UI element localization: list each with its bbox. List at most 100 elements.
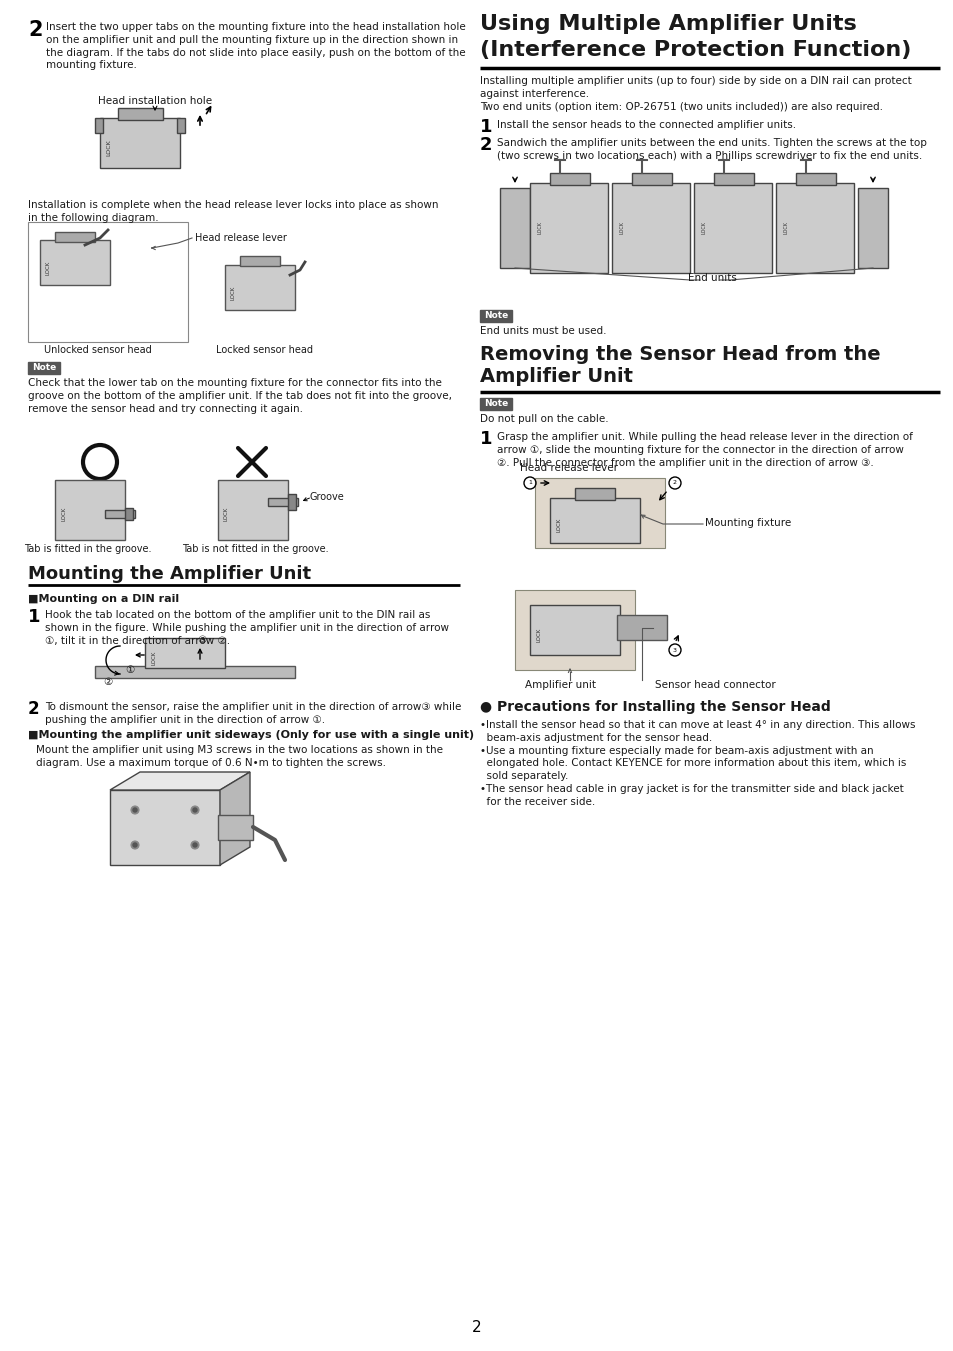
Text: Note: Note [483,400,508,408]
Text: Tab is not fitted in the groove.: Tab is not fitted in the groove. [181,544,328,554]
Text: ①: ① [125,665,134,676]
Text: 1: 1 [528,481,532,485]
Text: Installation is complete when the head release lever locks into place as shown
i: Installation is complete when the head r… [28,200,438,223]
Text: Locked sensor head: Locked sensor head [216,345,314,355]
Text: ②: ② [103,677,112,688]
Text: LOCK: LOCK [783,222,788,235]
Text: 1: 1 [28,608,40,626]
Circle shape [191,807,199,815]
Text: Groove: Groove [310,492,344,503]
Text: 2: 2 [28,700,40,717]
Text: Amplifier unit: Amplifier unit [524,680,596,690]
Text: Mount the amplifier unit using M3 screws in the two locations as shown in the
di: Mount the amplifier unit using M3 screws… [36,744,442,767]
Text: Amplifier Unit: Amplifier Unit [479,367,633,386]
FancyBboxPatch shape [575,488,615,500]
Text: Check that the lower tab on the mounting fixture for the connector fits into the: Check that the lower tab on the mounting… [28,378,452,413]
Text: Do not pull on the cable.: Do not pull on the cable. [479,413,608,424]
FancyBboxPatch shape [693,182,771,273]
FancyBboxPatch shape [240,255,280,266]
Text: Tab is fitted in the groove.: Tab is fitted in the groove. [24,544,152,554]
Polygon shape [110,771,250,790]
FancyBboxPatch shape [479,309,512,322]
Text: ③: ③ [197,635,207,644]
Polygon shape [535,478,664,549]
FancyBboxPatch shape [288,494,295,509]
Polygon shape [220,771,250,865]
FancyBboxPatch shape [177,118,185,132]
FancyBboxPatch shape [55,232,95,242]
FancyBboxPatch shape [499,188,530,267]
FancyBboxPatch shape [795,173,835,185]
Text: Installing multiple amplifier units (up to four) side by side on a DIN rail can : Installing multiple amplifier units (up … [479,76,911,112]
Text: Sensor head connector: Sensor head connector [655,680,775,690]
Polygon shape [110,790,220,865]
Text: 1: 1 [479,118,492,136]
FancyBboxPatch shape [631,173,671,185]
Text: 1: 1 [479,430,492,449]
Text: LOCK: LOCK [61,507,66,521]
Text: LOCK: LOCK [231,286,235,300]
Text: Mounting fixture: Mounting fixture [704,517,790,528]
Circle shape [131,842,139,848]
Text: 3: 3 [672,647,677,653]
FancyBboxPatch shape [40,240,110,285]
Text: LOCK: LOCK [106,139,111,157]
Text: LOCK: LOCK [537,222,542,235]
FancyBboxPatch shape [713,173,753,185]
Circle shape [132,808,137,812]
FancyBboxPatch shape [550,173,589,185]
Text: ● Precautions for Installing the Sensor Head: ● Precautions for Installing the Sensor … [479,700,830,713]
Text: Grasp the amplifier unit. While pulling the head release lever in the direction : Grasp the amplifier unit. While pulling … [497,432,912,467]
Circle shape [193,808,196,812]
Text: Insert the two upper tabs on the mounting fixture into the head installation hol: Insert the two upper tabs on the mountin… [46,22,465,70]
Text: 2: 2 [472,1320,481,1335]
Circle shape [131,807,139,815]
Text: Head installation hole: Head installation hole [98,96,212,105]
Text: Hook the tab located on the bottom of the amplifier unit to the DIN rail as
show: Hook the tab located on the bottom of th… [45,611,449,646]
FancyBboxPatch shape [218,815,253,840]
Polygon shape [515,590,635,670]
FancyBboxPatch shape [28,222,188,342]
Text: ■Mounting on a DIN rail: ■Mounting on a DIN rail [28,594,179,604]
FancyBboxPatch shape [218,480,288,540]
Text: LOCK: LOCK [224,507,229,521]
Circle shape [193,843,196,847]
Text: LOCK: LOCK [557,517,561,532]
FancyBboxPatch shape [530,605,619,655]
Text: Head release lever: Head release lever [519,463,618,473]
Text: ■Mounting the amplifier unit sideways (Only for use with a single unit): ■Mounting the amplifier unit sideways (O… [28,730,474,740]
Circle shape [191,842,199,848]
Text: Removing the Sensor Head from the: Removing the Sensor Head from the [479,345,880,363]
FancyBboxPatch shape [550,499,639,543]
FancyBboxPatch shape [530,182,607,273]
Text: LOCK: LOCK [701,222,706,235]
FancyBboxPatch shape [857,188,887,267]
Text: Install the sensor heads to the connected amplifier units.: Install the sensor heads to the connecte… [497,120,796,130]
FancyBboxPatch shape [95,118,103,132]
Text: LOCK: LOCK [537,628,541,642]
Text: Head release lever: Head release lever [194,232,287,243]
Text: 2: 2 [672,481,677,485]
Text: (Interference Protection Function): (Interference Protection Function) [479,41,910,59]
Text: Unlocked sensor head: Unlocked sensor head [44,345,152,355]
Text: End units: End units [687,273,736,282]
Text: Using Multiple Amplifier Units: Using Multiple Amplifier Units [479,14,856,34]
FancyBboxPatch shape [617,615,666,640]
FancyBboxPatch shape [28,362,60,374]
FancyBboxPatch shape [55,480,125,540]
Text: 2: 2 [479,136,492,154]
FancyBboxPatch shape [775,182,853,273]
Text: LOCK: LOCK [152,651,157,665]
FancyBboxPatch shape [100,118,180,168]
FancyBboxPatch shape [95,666,294,678]
Text: Note: Note [483,312,508,320]
Text: To dismount the sensor, raise the amplifier unit in the direction of arrow③ whil: To dismount the sensor, raise the amplif… [45,703,461,724]
Text: Note: Note [31,363,56,373]
FancyBboxPatch shape [105,509,135,517]
FancyBboxPatch shape [612,182,689,273]
Text: •Install the sensor head so that it can move at least 4° in any direction. This : •Install the sensor head so that it can … [479,720,915,807]
Text: Mounting the Amplifier Unit: Mounting the Amplifier Unit [28,565,311,584]
FancyBboxPatch shape [118,108,163,120]
FancyBboxPatch shape [125,508,132,520]
Text: End units must be used.: End units must be used. [479,326,606,336]
